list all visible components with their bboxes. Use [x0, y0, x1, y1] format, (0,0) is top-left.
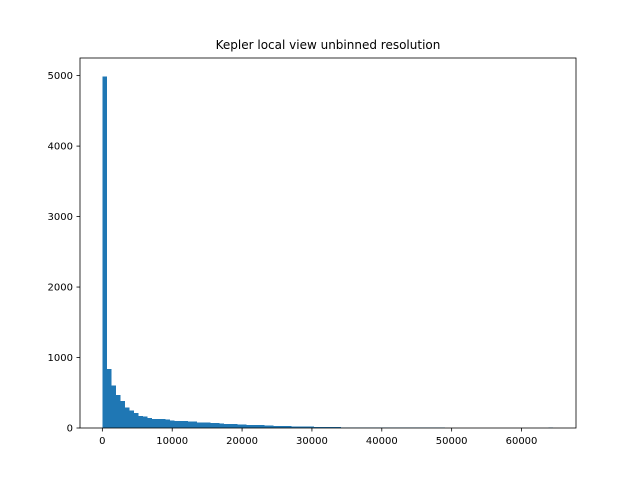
x-tick-label: 30000 — [296, 436, 328, 447]
histogram-bar — [287, 426, 292, 428]
histogram-bar — [219, 423, 225, 428]
histogram-bar — [323, 426, 328, 428]
histogram-bar — [210, 423, 216, 428]
histogram-bar — [142, 416, 148, 428]
histogram-bar — [314, 426, 319, 428]
histogram-bar — [309, 426, 315, 428]
histogram-bar — [192, 421, 197, 428]
histogram-bar — [120, 401, 125, 428]
histogram-bar — [147, 418, 152, 428]
histogram-bar — [305, 426, 310, 428]
histogram-bar — [133, 413, 139, 428]
y-tick-label: 4000 — [48, 142, 73, 153]
histogram-bar — [156, 418, 161, 428]
histogram-bar — [129, 410, 134, 428]
histogram-bar — [201, 422, 206, 428]
y-tick-label: 3000 — [48, 212, 73, 223]
histogram-bar — [296, 426, 301, 428]
y-axis-ticks: 0 1000 2000 3000 4000 5000 — [48, 71, 80, 435]
y-tick-label: 1000 — [48, 353, 73, 364]
histogram-bar — [178, 420, 184, 428]
histogram-bar — [196, 422, 202, 428]
histogram-bar — [273, 425, 279, 428]
histogram-bar — [115, 394, 121, 428]
histogram-bar — [269, 425, 274, 428]
histogram-bar — [300, 426, 306, 428]
x-tick-label: 50000 — [436, 436, 468, 447]
histogram-bar — [260, 425, 265, 428]
chart-title: Kepler local view unbinned resolution — [216, 38, 441, 52]
x-tick-label: 0 — [99, 436, 105, 447]
histogram-bar — [102, 76, 107, 428]
histogram-bar — [215, 423, 220, 428]
histogram-bar — [264, 425, 270, 428]
x-tick-label: 40000 — [366, 436, 398, 447]
histogram-bar — [205, 422, 211, 428]
histogram-bar — [169, 420, 175, 428]
y-tick-label: 5000 — [48, 71, 73, 82]
histogram-bar — [106, 368, 112, 428]
histogram-bar — [160, 418, 166, 428]
histogram-bar — [327, 427, 333, 428]
histogram-bar — [282, 426, 288, 428]
histogram-bar — [251, 424, 256, 428]
histogram-bar — [183, 420, 188, 428]
plot-frame — [79, 57, 577, 429]
histogram-bar — [138, 416, 143, 428]
histogram-bar — [124, 407, 130, 428]
histogram-bar — [246, 424, 252, 428]
y-tick-label: 0 — [67, 424, 73, 435]
x-tick-label: 10000 — [156, 436, 188, 447]
histogram-bar — [165, 419, 170, 428]
histogram-bar — [187, 421, 193, 428]
histogram-bar — [291, 426, 297, 428]
histogram-bar — [318, 426, 324, 428]
histogram-bar — [151, 418, 157, 428]
histogram-bar — [242, 424, 247, 428]
histogram-bar — [336, 427, 342, 428]
histogram-bar — [174, 420, 179, 428]
histogram-bar — [278, 425, 283, 428]
histogram-bar — [111, 385, 116, 428]
x-tick-label: 20000 — [226, 436, 258, 447]
x-axis-ticks: 0 10000 20000 30000 40000 50000 60000 — [99, 428, 537, 447]
histogram-bar — [228, 423, 234, 428]
histogram-bar — [224, 423, 229, 428]
histogram-bar — [332, 427, 337, 428]
x-tick-label: 60000 — [506, 436, 538, 447]
y-tick-label: 2000 — [48, 283, 73, 294]
histogram-bar — [233, 424, 238, 428]
histogram-bar — [237, 424, 243, 428]
histogram-bar — [255, 425, 261, 428]
